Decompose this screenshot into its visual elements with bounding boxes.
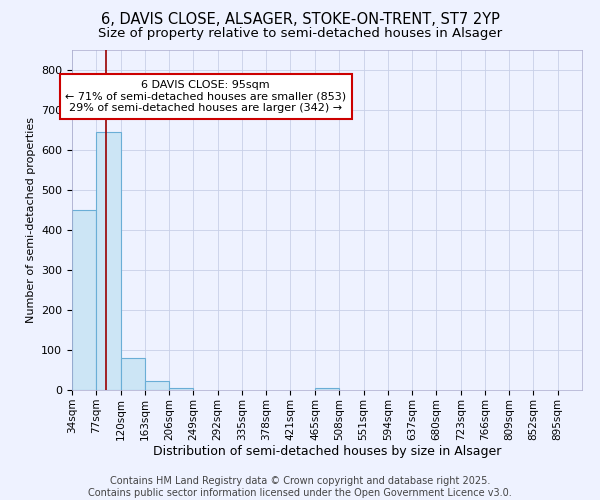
Bar (169, 388, 193, 390)
Text: Size of property relative to semi-detached houses in Alsager: Size of property relative to semi-detach… (98, 28, 502, 40)
Bar (96, 132, 121, 390)
Bar (72, 210, 96, 390)
Text: 6 DAVIS CLOSE: 95sqm
← 71% of semi-detached houses are smaller (853)
29% of semi: 6 DAVIS CLOSE: 95sqm ← 71% of semi-detac… (65, 80, 346, 113)
Bar (121, 358, 145, 390)
Text: 6, DAVIS CLOSE, ALSAGER, STOKE-ON-TRENT, ST7 2YP: 6, DAVIS CLOSE, ALSAGER, STOKE-ON-TRENT,… (101, 12, 499, 28)
Bar (145, 381, 169, 390)
Y-axis label: Number of semi-detached properties: Number of semi-detached properties (26, 117, 35, 323)
Bar (315, 388, 340, 390)
Text: Contains HM Land Registry data © Crown copyright and database right 2025.
Contai: Contains HM Land Registry data © Crown c… (88, 476, 512, 498)
X-axis label: Distribution of semi-detached houses by size in Alsager: Distribution of semi-detached houses by … (153, 446, 501, 458)
